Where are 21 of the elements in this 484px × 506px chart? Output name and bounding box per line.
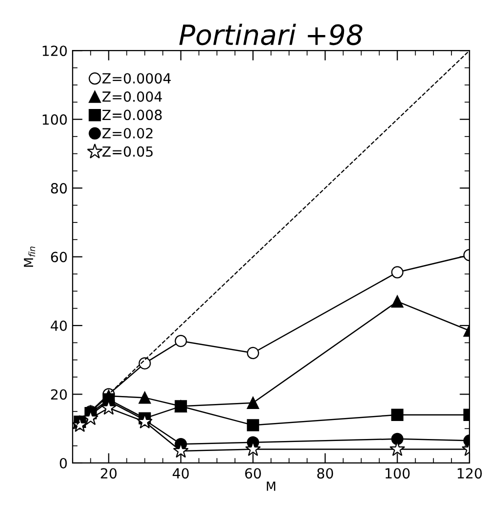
legend-label: Z=0.02 (102, 128, 152, 138)
y-tick-label: 60 (51, 252, 67, 262)
legend-label: Z=0.008 (102, 110, 162, 120)
x-tick-label: 100 (386, 468, 410, 479)
y-tick-label: 20 (51, 389, 67, 400)
x-tick-label: 40 (172, 468, 189, 479)
y-tick-label: 40 (50, 320, 67, 331)
y-tick-label: 80 (51, 183, 67, 194)
chart-title: Portinari +98 (179, 24, 362, 46)
legend-label: Z=0.0004 (102, 73, 171, 84)
legend-label: Z=0.05 (102, 146, 153, 157)
y-tick-label: 0 (60, 458, 67, 468)
x-tick-label: 60 (245, 468, 261, 479)
x-tick-label: 20 (100, 468, 117, 479)
legend-label: Z=0.004 (102, 91, 162, 102)
x-tick-label: 120 (458, 468, 482, 479)
x-axis-title: M (266, 482, 276, 491)
y-tick-label: 100 (42, 114, 67, 125)
y-tick-label: 120 (42, 46, 67, 56)
x-tick-label: 80 (317, 468, 334, 479)
y-axis-title: M$_{fin}$ (24, 246, 36, 267)
